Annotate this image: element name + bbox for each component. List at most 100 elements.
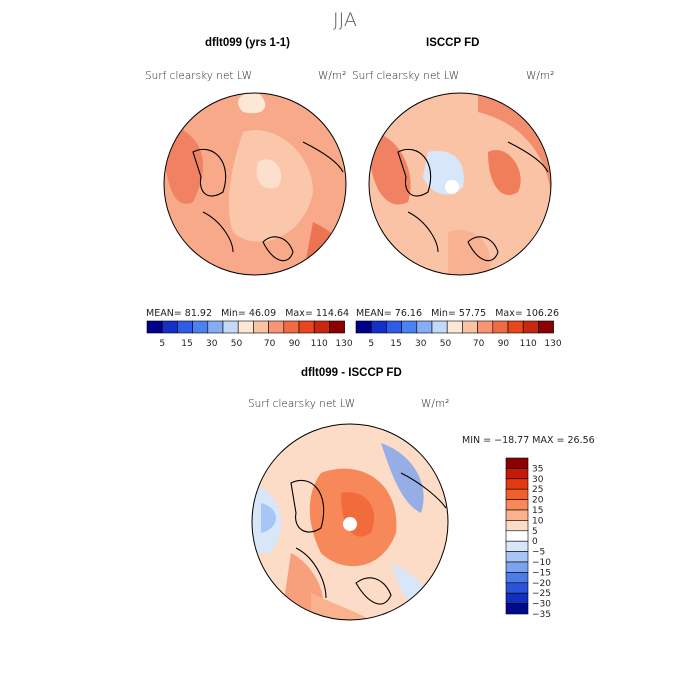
panel2-min-label: Min= (431, 308, 456, 319)
colorbar1-tick-label: 15 (181, 339, 192, 349)
panel3-stats: MIN = −18.77 MAX = 26.56 (462, 435, 595, 446)
panel2-min: 57.75 (458, 308, 487, 319)
panel1-mean: 81.92 (184, 308, 212, 319)
colorbar3-swatch (505, 551, 529, 563)
colorbar1-swatch (222, 320, 239, 334)
colorbar3-tick-label: −15 (532, 568, 551, 578)
colorbar1-tick-label: 110 (311, 339, 328, 349)
colorbar2-swatch (416, 320, 433, 334)
panel2-stats: MEAN= 76.16 Min= 57.75 Max= 106.26 (356, 308, 559, 319)
colorbar3-swatch (505, 499, 529, 511)
colorbar2-swatch (431, 320, 448, 334)
map-panel3 (251, 423, 449, 621)
colorbar1-swatch (329, 320, 345, 334)
colorbar1-tick-label: 5 (159, 339, 165, 349)
colorbar3-tick-label: 20 (532, 496, 544, 506)
colorbar1-tick-label: 70 (264, 339, 276, 349)
colorbar3-swatch (505, 561, 529, 573)
panel1-units: W/m² (318, 70, 347, 82)
colorbar2-swatch (507, 320, 524, 334)
colorbar3-tick-label: −30 (532, 600, 551, 610)
colorbar3-tick-label: −20 (532, 579, 551, 589)
colorbar3-swatch (505, 457, 529, 469)
colorbar3-tick-label: −10 (532, 558, 551, 568)
colorbar1-swatch (146, 320, 163, 334)
colorbar1-swatch (192, 320, 209, 334)
panel2-max-label: Max= (495, 308, 523, 319)
colorbar1-swatch (177, 320, 193, 334)
panel2-mean: 76.16 (394, 308, 422, 319)
colorbar1-swatch (313, 320, 330, 334)
map-panel1 (163, 92, 347, 276)
colorbar1-tick-label: 30 (206, 339, 218, 349)
panel1-variable: Surf clearsky net LW (145, 70, 253, 82)
colorbar2-tick-label: 70 (473, 339, 485, 349)
colorbar2-tick-label: 5 (368, 339, 374, 349)
panel1-mean-label: MEAN= (146, 308, 182, 319)
colorbar2-swatch (386, 320, 402, 334)
colorbar1-tick-label: 130 (335, 339, 352, 349)
panel1-max-label: Max= (285, 308, 313, 319)
panel1-title: dflt099 (yrs 1-1) (205, 37, 291, 49)
colorbar1-swatch (268, 320, 285, 334)
colorbar2-swatch (538, 320, 554, 334)
colorbar2-swatch (370, 320, 387, 334)
colorbar1-swatch (253, 320, 269, 334)
colorbar2-swatch (446, 320, 463, 334)
colorbar1-swatch (298, 320, 315, 334)
colorbar1-swatch (207, 320, 224, 334)
colorbar-panel2: 5 15 30 50 70 90 110 130 (355, 320, 562, 349)
colorbar2-swatch (492, 320, 509, 334)
colorbar3-tick-label: 0 (532, 537, 538, 547)
colorbar3-swatch (505, 478, 529, 490)
panel3-units: W/m² (421, 398, 450, 410)
colorbar3-swatch (505, 592, 529, 604)
colorbar2-swatch (477, 320, 494, 334)
colorbar3-tick-label: −5 (532, 548, 545, 558)
colorbar3-swatch (505, 603, 529, 615)
colorbar2-tick-label: 90 (498, 339, 510, 349)
panel2-mean-label: MEAN= (356, 308, 392, 319)
panel1-max: 114.64 (315, 308, 350, 319)
colorbar3-tick-label: 10 (532, 516, 544, 526)
colorbar2-tick-label: 110 (520, 339, 537, 349)
colorbar2-tick-label: 15 (390, 339, 401, 349)
colorbar3-swatch (505, 572, 529, 584)
colorbar1-tick-label: 50 (231, 339, 243, 349)
colorbar2-swatch (462, 320, 478, 334)
colorbar3-swatch (505, 488, 529, 500)
colorbar1-swatch (283, 320, 300, 334)
colorbar3-swatch (505, 509, 529, 521)
colorbar3-swatch (505, 468, 529, 480)
colorbar3-tick-label: 35 (532, 464, 543, 474)
colorbar2-swatch (355, 320, 372, 334)
colorbar2-tick-label: 130 (544, 339, 561, 349)
colorbar2-swatch (401, 320, 418, 334)
colorbar3-tick-label: 5 (532, 527, 538, 537)
panel1-min-label: Min= (221, 308, 246, 319)
colorbar2-swatch (522, 320, 539, 334)
panel2-max: 106.26 (525, 308, 560, 319)
colorbar3-tick-label: 15 (532, 506, 543, 516)
colorbar1-swatch (161, 320, 178, 334)
panel3-variable: Surf clearsky net LW (248, 398, 356, 410)
colorbar2-tick-label: 50 (440, 339, 452, 349)
colorbar3-tick-label: 30 (532, 475, 544, 485)
panel2-units: W/m² (526, 70, 555, 82)
colorbar3-swatch (505, 520, 529, 532)
colorbar2-tick-label: 30 (415, 339, 427, 349)
colorbar3-swatch (505, 582, 529, 594)
map-panel2 (368, 92, 552, 276)
colorbar1-tick-label: 90 (289, 339, 301, 349)
colorbar3-swatch (505, 540, 529, 552)
colorbar3-tick-label: 25 (532, 485, 543, 495)
panel2-variable: Surf clearsky net LW (352, 70, 460, 82)
colorbar3-tick-label: −25 (532, 589, 551, 599)
colorbar1-swatch (237, 320, 254, 334)
colorbar3-swatch (505, 530, 529, 542)
colorbar-panel1: 5 15 30 50 70 90 110 130 (146, 320, 353, 349)
season-title: JJA (333, 9, 357, 31)
panel3-title: dflt099 - ISCCP FD (301, 367, 402, 379)
